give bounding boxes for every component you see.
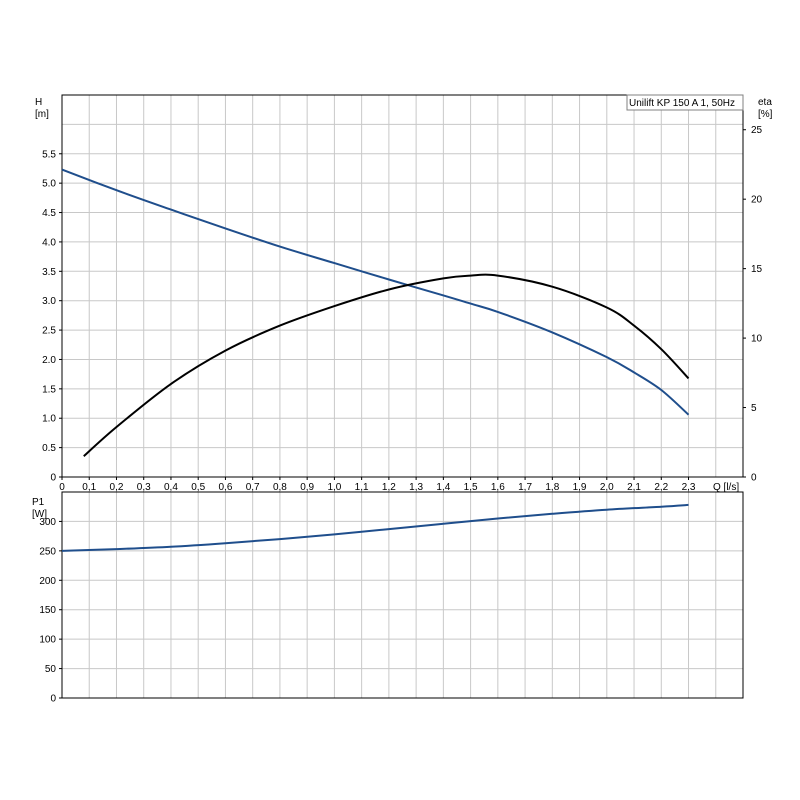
y-tick-label: 2.0 xyxy=(42,355,56,366)
x-tick-label: 1,3 xyxy=(409,482,423,493)
y2-tick-label: 10 xyxy=(751,334,763,345)
y2-tick-label: 25 xyxy=(751,125,763,136)
y-tick-label: 1.0 xyxy=(42,414,56,425)
p1-tick-label: 0 xyxy=(50,694,56,705)
series-eta-line xyxy=(83,273,690,457)
y2-tick-label: 5 xyxy=(751,403,757,414)
bottom-plot-frame xyxy=(61,491,744,699)
y2-tick-label: 15 xyxy=(751,264,763,275)
p1-tick-label: 250 xyxy=(39,546,56,557)
y-tick-label: 2.5 xyxy=(42,326,56,337)
x-tick-label: 2,2 xyxy=(654,482,668,493)
x-tick-label: 1,0 xyxy=(327,482,341,493)
top-plot-border xyxy=(61,94,744,478)
bottom-chart-grid xyxy=(61,491,744,699)
y-tick-label: 1.5 xyxy=(42,384,56,395)
bottom-plot-border xyxy=(61,491,744,699)
bottom-chart-curves xyxy=(61,503,689,552)
p1-tick-label: 200 xyxy=(39,576,56,587)
tick-labels: 0 0,1 0,2 0,3 0,4 0,5 0,6 0,7 0,8 0,9 1,0 1,1 1,2 1,3… xyxy=(39,125,762,704)
p1-tick-label: 50 xyxy=(45,664,57,675)
right-axis-label: eta [%] xyxy=(758,97,773,120)
y-tick-label: 0 xyxy=(50,473,56,484)
x-tick-label: 0,2 xyxy=(110,482,124,493)
x-tick-label: 0,7 xyxy=(246,482,260,493)
y2-tick-label: 20 xyxy=(751,195,763,206)
x-tick-label: 1,1 xyxy=(355,482,369,493)
y-tick-label: 3.5 xyxy=(42,267,56,278)
x-tick-label: 1,6 xyxy=(491,482,505,493)
x-tick-label: 1,4 xyxy=(436,482,450,493)
series-p1-line xyxy=(61,503,689,552)
series-h-line xyxy=(61,168,690,416)
x-tick-label: 0,9 xyxy=(300,482,314,493)
bottom-left-axis-label: P1 [W] xyxy=(32,497,47,520)
x-tick-label: 0,1 xyxy=(82,482,96,493)
y-tick-label: 5.5 xyxy=(42,149,56,160)
x-tick-label: 0,4 xyxy=(164,482,178,493)
x-tick-label: 1,8 xyxy=(545,482,559,493)
x-tick-label: 2,1 xyxy=(627,482,641,493)
x-tick-label: 1,9 xyxy=(573,482,587,493)
x-tick-label: 0,6 xyxy=(218,482,232,493)
x-tick-label: 2,3 xyxy=(682,482,696,493)
x-tick-label: 0 xyxy=(59,482,65,493)
x-axis-label: Q [l/s] xyxy=(713,482,739,493)
y-tick-label: 0.5 xyxy=(42,443,56,454)
top-chart-curves xyxy=(61,168,690,457)
x-tick-label: 2,0 xyxy=(600,482,614,493)
y2-tick-label: 0 xyxy=(751,473,757,484)
p1-tick-label: 150 xyxy=(39,605,56,616)
x-tick-label: 0,5 xyxy=(191,482,205,493)
y-tick-label: 4.0 xyxy=(42,237,56,248)
x-tick-label: 0,8 xyxy=(273,482,287,493)
x-tick-label: 1,2 xyxy=(382,482,396,493)
y-tick-label: 5.0 xyxy=(42,179,56,190)
x-tick-label: 1,7 xyxy=(518,482,532,493)
legend-box xyxy=(626,94,744,111)
p1-tick-label: 300 xyxy=(39,517,56,528)
left-axis-label: H [m] xyxy=(35,97,49,120)
p1-tick-label: 100 xyxy=(39,635,56,646)
top-chart-grid xyxy=(61,94,744,478)
x-tick-label: 0,3 xyxy=(137,482,151,493)
legend-title: Unilift KP 150 A 1, 50Hz xyxy=(629,98,735,109)
x-tick-label: 1,5 xyxy=(464,482,478,493)
y-tick-label: 3.0 xyxy=(42,296,56,307)
y-tick-label: 4.5 xyxy=(42,208,56,219)
